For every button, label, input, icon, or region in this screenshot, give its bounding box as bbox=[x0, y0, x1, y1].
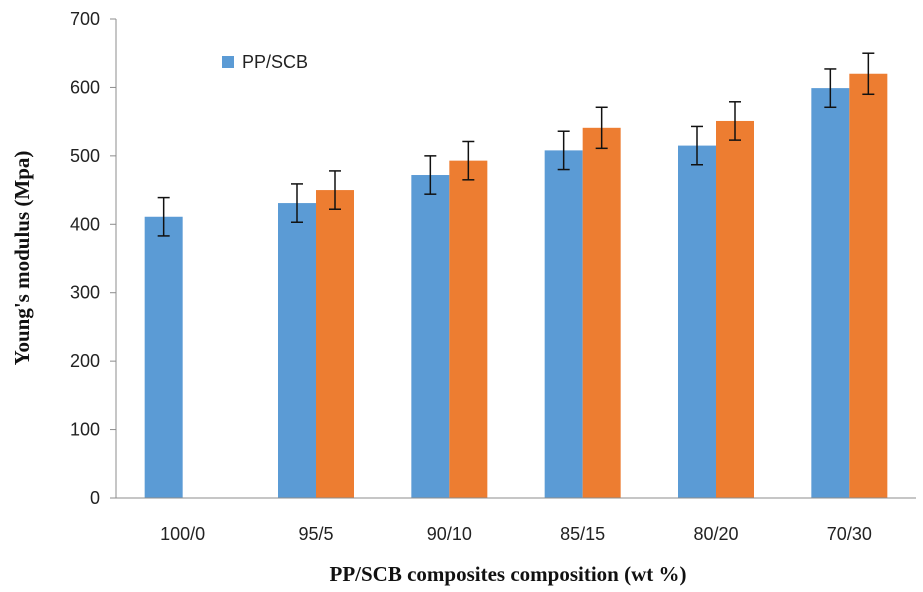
y-tick-label: 600 bbox=[70, 77, 100, 97]
bar-90-10-series-1 bbox=[411, 175, 450, 498]
y-tick-label: 300 bbox=[70, 283, 100, 303]
bar-85-15-series-1 bbox=[544, 150, 583, 498]
legend-swatch-pp-scb bbox=[222, 56, 234, 68]
y-axis-ticks: 0 100 200 300 400 500 600 700 bbox=[70, 9, 116, 508]
bar-70-30-series-2 bbox=[849, 73, 888, 498]
x-tick-label: 100/0 bbox=[160, 524, 205, 544]
x-axis-title: PP/SCB composites composition (wt %) bbox=[330, 562, 687, 586]
x-tick-label: 70/30 bbox=[827, 524, 872, 544]
bar-95-5-series-2 bbox=[316, 190, 354, 499]
y-tick-label: 0 bbox=[90, 488, 100, 508]
y-tick-label: 700 bbox=[70, 9, 100, 29]
bar-80-20-series-1 bbox=[678, 145, 716, 499]
y-tick-label: 200 bbox=[70, 351, 100, 371]
bar-95-5-series-1 bbox=[278, 203, 316, 498]
legend-label-pp-scb: PP/SCB bbox=[242, 52, 308, 72]
x-tick-label: 95/5 bbox=[298, 524, 333, 544]
bar-100-0-series-1 bbox=[144, 216, 183, 498]
x-tick-label: 85/15 bbox=[560, 524, 605, 544]
y-tick-label: 100 bbox=[70, 420, 100, 440]
bar-series bbox=[144, 73, 888, 499]
bar-90-10-series-2 bbox=[449, 160, 488, 498]
legend: PP/SCB bbox=[222, 52, 308, 72]
bar-70-30-series-1 bbox=[811, 88, 850, 498]
bar-85-15-series-2 bbox=[582, 127, 621, 499]
y-axis-title: Young's modulus (Mpa) bbox=[10, 151, 34, 366]
y-tick-label: 400 bbox=[70, 214, 100, 234]
x-tick-label: 90/10 bbox=[427, 524, 472, 544]
x-axis-ticks: 100/0 95/5 90/10 85/15 80/20 70/30 bbox=[160, 524, 872, 544]
bar-80-20-series-2 bbox=[716, 120, 754, 499]
x-tick-label: 80/20 bbox=[693, 524, 738, 544]
y-tick-label: 500 bbox=[70, 146, 100, 166]
error-bars bbox=[157, 52, 875, 237]
